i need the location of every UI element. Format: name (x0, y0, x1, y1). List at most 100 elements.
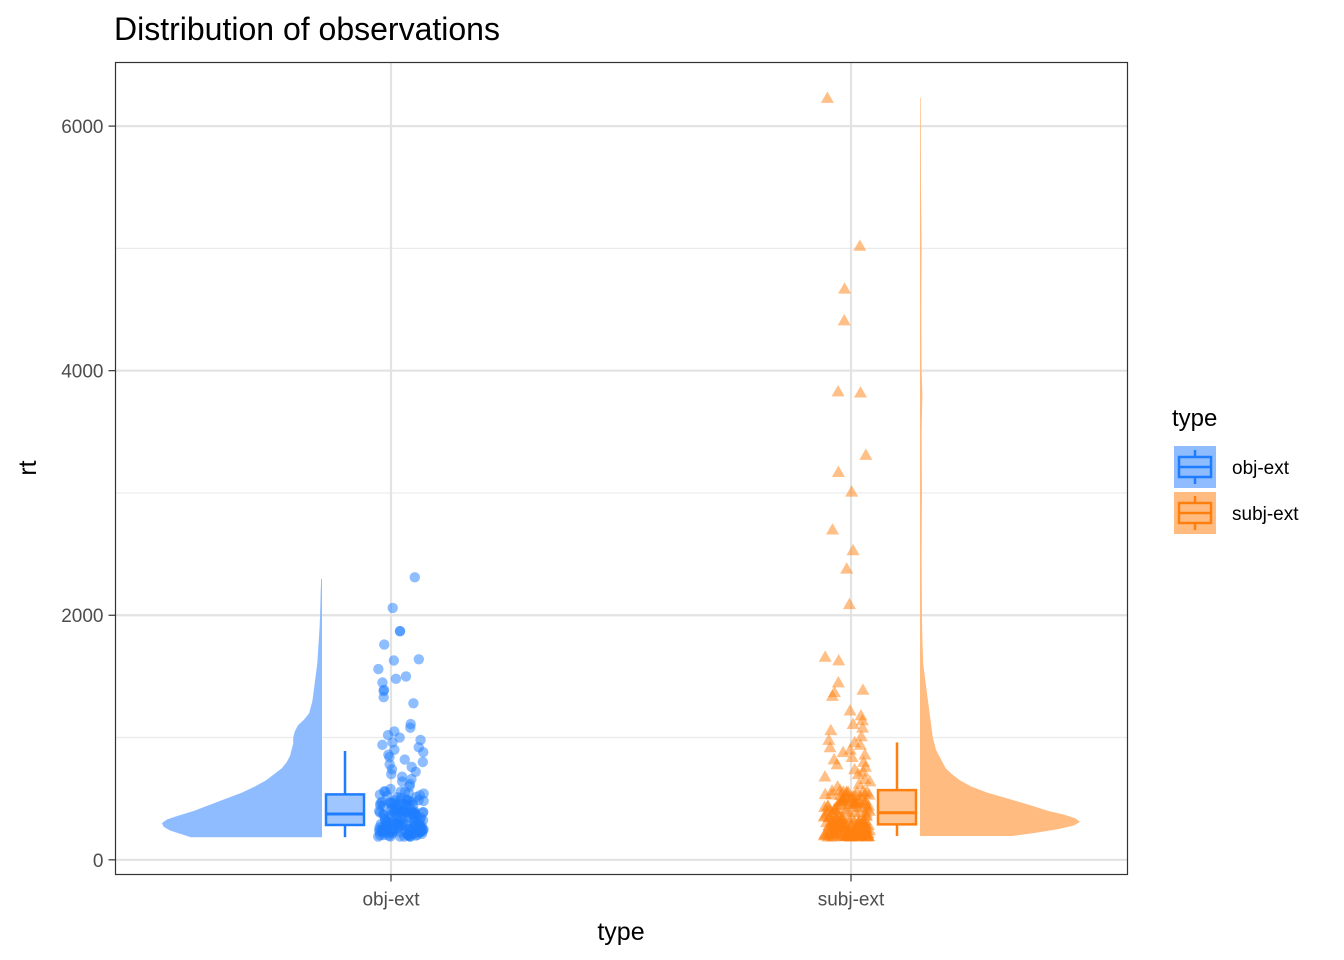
point-subj-ext (840, 562, 854, 574)
point-subj-ext (845, 750, 859, 762)
point-obj-ext (418, 788, 429, 799)
point-obj-ext (378, 691, 389, 703)
boxplots (324, 742, 918, 838)
grid (115, 62, 1128, 875)
legend: type obj-ext subj-ext (1172, 405, 1299, 534)
density-cloud-obj-ext (162, 578, 322, 838)
point-obj-ext (378, 829, 389, 841)
point-subj-ext (841, 797, 855, 809)
point-subj-ext (829, 821, 843, 834)
point-obj-ext (393, 815, 404, 826)
y-tick-label: 4000 (61, 362, 103, 383)
point-obj-ext (408, 698, 419, 709)
point-obj-ext (384, 751, 395, 763)
y-axis-title: rt (14, 460, 42, 475)
point-obj-ext (409, 807, 420, 818)
point-obj-ext (418, 747, 429, 758)
point-subj-ext (845, 485, 859, 497)
point-subj-ext (818, 800, 832, 812)
point-obj-ext (377, 739, 388, 751)
point-subj-ext (818, 770, 832, 782)
point-subj-ext (846, 717, 860, 729)
point-obj-ext (375, 798, 386, 809)
y-tick-label: 0 (93, 851, 104, 872)
point-subj-ext (831, 676, 845, 688)
point-obj-ext (384, 798, 396, 809)
point-subj-ext (818, 650, 832, 662)
point-obj-ext (391, 805, 402, 817)
point-obj-ext (395, 795, 406, 807)
point-subj-ext (850, 785, 864, 797)
density-clouds (162, 97, 1080, 838)
point-subj-ext (846, 543, 860, 556)
chart-title: Distribution of observations (114, 11, 500, 47)
y-tick-label: 6000 (61, 117, 103, 138)
point-subj-ext (830, 757, 844, 770)
point-subj-ext (826, 523, 840, 535)
x-axis-title: type (597, 918, 644, 946)
point-subj-ext (863, 775, 877, 787)
point-subj-ext (836, 745, 850, 758)
point-subj-ext (855, 713, 869, 726)
x-axis: obj-ext subj-ext (362, 874, 885, 911)
y-tick-label: 2000 (61, 606, 103, 627)
point-subj-ext (837, 314, 851, 326)
point-subj-ext (832, 653, 846, 666)
point-subj-ext (824, 723, 838, 736)
point-subj-ext (842, 597, 856, 610)
y-axis: 0 2000 4000 6000 (61, 117, 116, 872)
point-obj-ext (399, 754, 410, 765)
point-obj-ext (399, 786, 411, 797)
point-subj-ext (818, 787, 832, 800)
point-subj-ext (827, 829, 841, 842)
legend-title: type (1172, 405, 1217, 432)
point-obj-ext (394, 625, 406, 637)
point-obj-ext (403, 823, 415, 835)
point-subj-ext (838, 282, 852, 294)
point-subj-ext (839, 805, 853, 817)
point-obj-ext (390, 673, 402, 685)
point-obj-ext (380, 786, 391, 797)
point-subj-ext (856, 721, 870, 733)
point-obj-ext (417, 756, 429, 768)
point-subj-ext (823, 740, 837, 753)
plot-panel-border (114, 61, 1129, 876)
point-obj-ext (379, 639, 390, 650)
point-subj-ext (825, 784, 839, 796)
point-subj-ext (831, 465, 845, 478)
point-subj-ext (856, 683, 870, 695)
point-subj-ext (827, 803, 841, 815)
point-subj-ext (858, 748, 872, 760)
point-subj-ext (820, 91, 834, 103)
point-subj-ext (862, 799, 876, 811)
point-subj-ext (848, 828, 862, 840)
point-subj-ext (825, 689, 839, 701)
point-obj-ext (405, 722, 416, 733)
density-cloud-subj-ext (920, 97, 1080, 836)
legend-label-subj-ext: subj-ext (1232, 504, 1299, 525)
point-subj-ext (851, 767, 865, 780)
point-obj-ext (418, 806, 429, 818)
point-obj-ext (386, 769, 397, 780)
point-subj-ext (843, 743, 857, 755)
raw-points (372, 91, 877, 842)
point-subj-ext (831, 384, 845, 397)
point-subj-ext (839, 791, 853, 803)
point-subj-ext (843, 704, 857, 716)
point-subj-ext (822, 733, 836, 745)
point-subj-ext (856, 815, 870, 828)
point-obj-ext (400, 671, 412, 682)
box-obj-ext (324, 793, 366, 827)
point-obj-ext (388, 655, 400, 666)
point-obj-ext (409, 572, 421, 583)
point-subj-ext (853, 386, 867, 398)
legend-label-obj-ext: obj-ext (1232, 458, 1290, 479)
point-subj-ext (859, 448, 873, 460)
point-subj-ext (818, 809, 832, 821)
point-subj-ext (854, 729, 868, 742)
point-subj-ext (844, 818, 858, 830)
x-tick-label: subj-ext (818, 890, 885, 911)
point-subj-ext (853, 738, 867, 750)
box-subj-ext (876, 788, 918, 826)
